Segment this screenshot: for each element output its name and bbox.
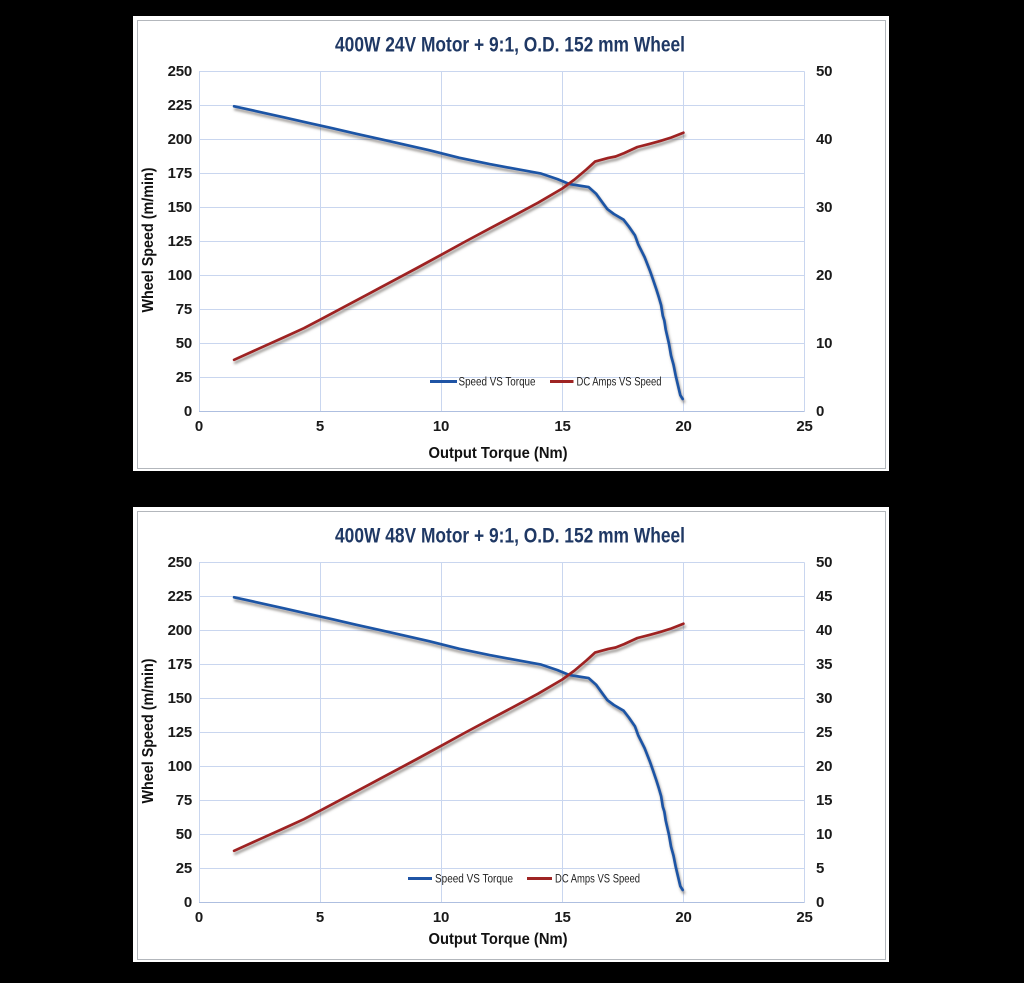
svg-text:Wheel Speed (m/min): Wheel Speed (m/min) — [140, 659, 157, 804]
svg-text:175: 175 — [168, 165, 192, 182]
svg-text:Speed VS Torque: Speed VS Torque — [435, 874, 513, 886]
svg-text:25: 25 — [816, 724, 832, 741]
svg-text:30: 30 — [816, 199, 832, 216]
svg-text:25: 25 — [176, 860, 192, 877]
svg-text:100: 100 — [168, 758, 192, 775]
svg-text:0: 0 — [816, 403, 824, 420]
svg-text:50: 50 — [176, 335, 192, 352]
svg-text:25: 25 — [176, 369, 192, 386]
svg-text:200: 200 — [168, 131, 192, 148]
svg-text:100: 100 — [168, 267, 192, 284]
svg-text:15: 15 — [554, 418, 570, 435]
svg-text:50: 50 — [176, 826, 192, 843]
svg-text:40: 40 — [816, 131, 832, 148]
svg-text:175: 175 — [168, 656, 192, 673]
svg-text:125: 125 — [168, 724, 192, 741]
svg-text:Output Torque (Nm): Output Torque (Nm) — [429, 931, 568, 948]
svg-text:225: 225 — [168, 588, 192, 605]
svg-text:150: 150 — [168, 199, 192, 216]
svg-text:0: 0 — [184, 894, 192, 911]
svg-text:0: 0 — [195, 909, 203, 926]
svg-text:75: 75 — [176, 301, 192, 318]
svg-text:50: 50 — [816, 63, 832, 80]
svg-text:225: 225 — [168, 97, 192, 114]
svg-text:45: 45 — [816, 588, 832, 605]
svg-text:5: 5 — [316, 909, 324, 926]
svg-text:20: 20 — [675, 909, 691, 926]
svg-text:10: 10 — [816, 826, 832, 843]
svg-text:0: 0 — [184, 403, 192, 420]
svg-text:15: 15 — [554, 909, 570, 926]
svg-text:50: 50 — [816, 554, 832, 571]
svg-text:Output Torque (Nm): Output Torque (Nm) — [429, 445, 568, 462]
svg-text:Wheel Speed (m/min): Wheel Speed (m/min) — [140, 168, 157, 313]
svg-text:400W 48V Motor + 9:1, O.D. 152: 400W 48V Motor + 9:1, O.D. 152 mm Wheel — [335, 524, 685, 548]
svg-text:150: 150 — [168, 690, 192, 707]
svg-text:15: 15 — [816, 792, 832, 809]
svg-text:10: 10 — [816, 335, 832, 352]
svg-text:400W 24V Motor + 9:1, O.D. 152: 400W 24V Motor + 9:1, O.D. 152 mm Wheel — [335, 33, 685, 57]
svg-text:25: 25 — [796, 909, 812, 926]
svg-text:75: 75 — [176, 792, 192, 809]
svg-text:20: 20 — [816, 758, 832, 775]
svg-text:20: 20 — [816, 267, 832, 284]
svg-text:10: 10 — [433, 909, 449, 926]
svg-text:5: 5 — [316, 418, 324, 435]
svg-text:250: 250 — [168, 554, 192, 571]
svg-text:0: 0 — [816, 894, 824, 911]
svg-text:20: 20 — [675, 418, 691, 435]
svg-text:Speed VS Torque: Speed VS Torque — [459, 377, 536, 389]
svg-text:DC Amps VS Speed: DC Amps VS Speed — [577, 377, 662, 389]
svg-text:5: 5 — [816, 860, 824, 877]
svg-text:35: 35 — [816, 656, 832, 673]
svg-text:0: 0 — [195, 418, 203, 435]
svg-text:30: 30 — [816, 690, 832, 707]
svg-text:125: 125 — [168, 233, 192, 250]
svg-text:10: 10 — [433, 418, 449, 435]
svg-text:40: 40 — [816, 622, 832, 639]
svg-text:200: 200 — [168, 622, 192, 639]
svg-text:DC Amps VS Speed: DC Amps VS Speed — [555, 874, 640, 886]
svg-text:25: 25 — [796, 418, 812, 435]
svg-text:250: 250 — [168, 63, 192, 80]
